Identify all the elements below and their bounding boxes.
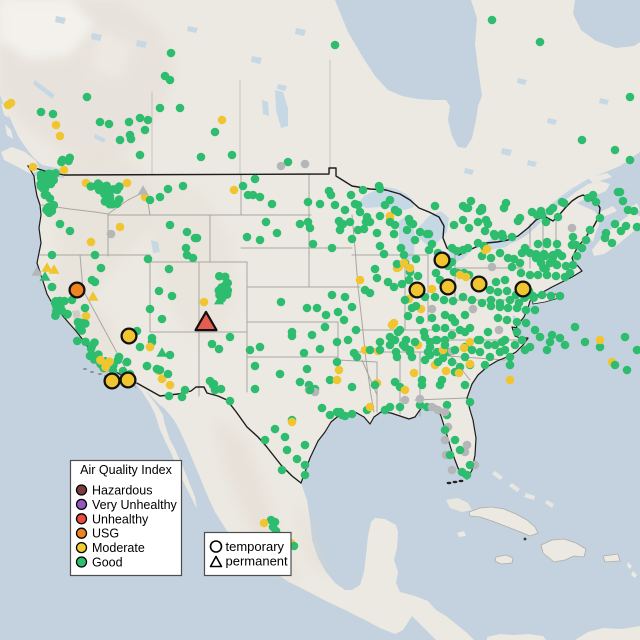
svg-text:Air Quality Index: Air Quality Index (80, 463, 172, 477)
svg-text:temporary: temporary (226, 539, 285, 554)
svg-text:Hazardous: Hazardous (92, 484, 152, 498)
svg-text:permanent: permanent (226, 554, 289, 569)
svg-text:Good: Good (92, 556, 123, 570)
svg-text:Very Unhealthy: Very Unhealthy (92, 498, 178, 512)
svg-text:Moderate: Moderate (92, 541, 145, 555)
svg-text:USG: USG (92, 527, 119, 541)
svg-text:Unhealthy: Unhealthy (92, 512, 149, 526)
